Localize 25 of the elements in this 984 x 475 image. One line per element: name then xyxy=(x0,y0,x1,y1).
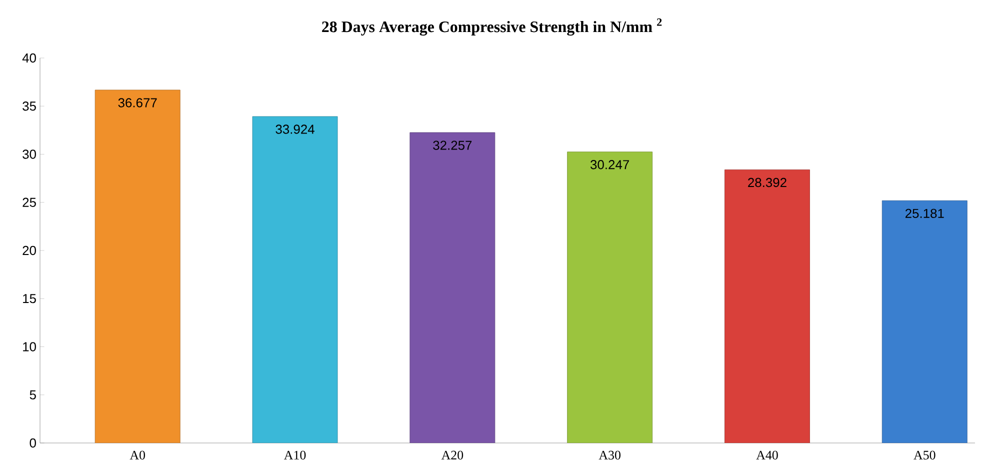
x-tick-label: A40 xyxy=(756,450,778,460)
y-tick-label: 40 xyxy=(22,53,36,63)
x-tick-label: A50 xyxy=(914,450,936,460)
data-label: 36.677 xyxy=(118,98,157,108)
chart-title: 28 Days Average Compressive Strength in N/mm $^{2}$ xyxy=(322,18,662,36)
y-tick-label: 10 xyxy=(23,342,36,352)
x-tick-label: A10 xyxy=(284,450,306,460)
data-label: 32.257 xyxy=(433,140,472,150)
data-label: 25.181 xyxy=(905,208,944,218)
y-tick-label: 20 xyxy=(22,246,36,256)
bar xyxy=(567,152,653,443)
bar xyxy=(252,116,338,443)
y-tick-label: 0 xyxy=(30,438,36,448)
bar xyxy=(724,170,810,443)
x-tick-label: A20 xyxy=(441,450,464,460)
data-label: 33.924 xyxy=(276,124,314,134)
x-tick-label: A0 xyxy=(130,450,146,460)
data-label: 28.392 xyxy=(748,178,786,188)
y-tick-label: 30 xyxy=(22,150,36,159)
y-tick-label: 15 xyxy=(23,294,36,304)
y-tick-label: 5 xyxy=(30,390,36,400)
y-tick-label: 35 xyxy=(22,102,36,111)
y-tick-label: 25 xyxy=(22,198,36,207)
x-tick-label: A30 xyxy=(598,450,620,460)
data-label: 30.247 xyxy=(590,160,629,170)
